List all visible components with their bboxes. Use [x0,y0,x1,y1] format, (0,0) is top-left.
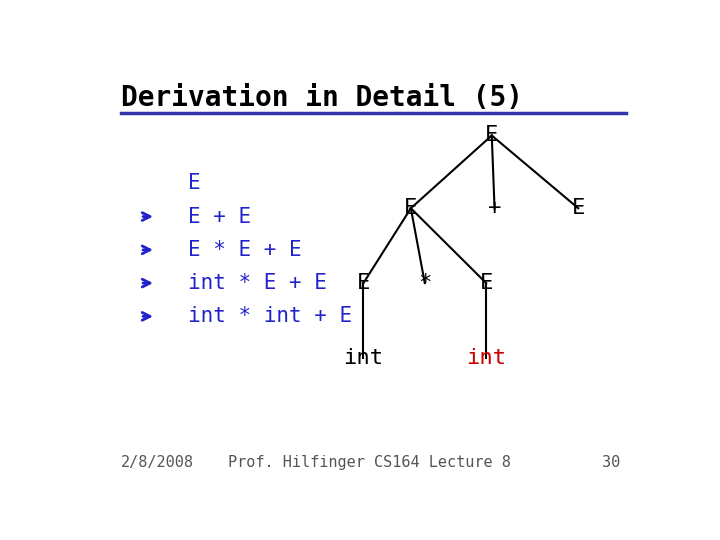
Text: int * E + E: int * E + E [188,273,327,293]
Text: E: E [572,198,585,218]
Text: E: E [188,173,200,193]
Text: E + E: E + E [188,207,251,227]
Text: Derivation in Detail (5): Derivation in Detail (5) [121,84,523,112]
Text: E: E [485,125,498,145]
Text: E: E [404,198,418,218]
Text: 30: 30 [602,455,620,470]
Text: E * E + E: E * E + E [188,240,301,260]
Text: E: E [356,273,370,293]
Text: Prof. Hilfinger CS164 Lecture 8: Prof. Hilfinger CS164 Lecture 8 [228,455,510,470]
Text: int * int + E: int * int + E [188,306,352,326]
Text: int: int [466,348,506,368]
Text: 2/8/2008: 2/8/2008 [121,455,194,470]
Text: int: int [343,348,384,368]
Text: *: * [418,273,431,293]
Text: +: + [488,198,501,218]
Text: E: E [480,273,493,293]
